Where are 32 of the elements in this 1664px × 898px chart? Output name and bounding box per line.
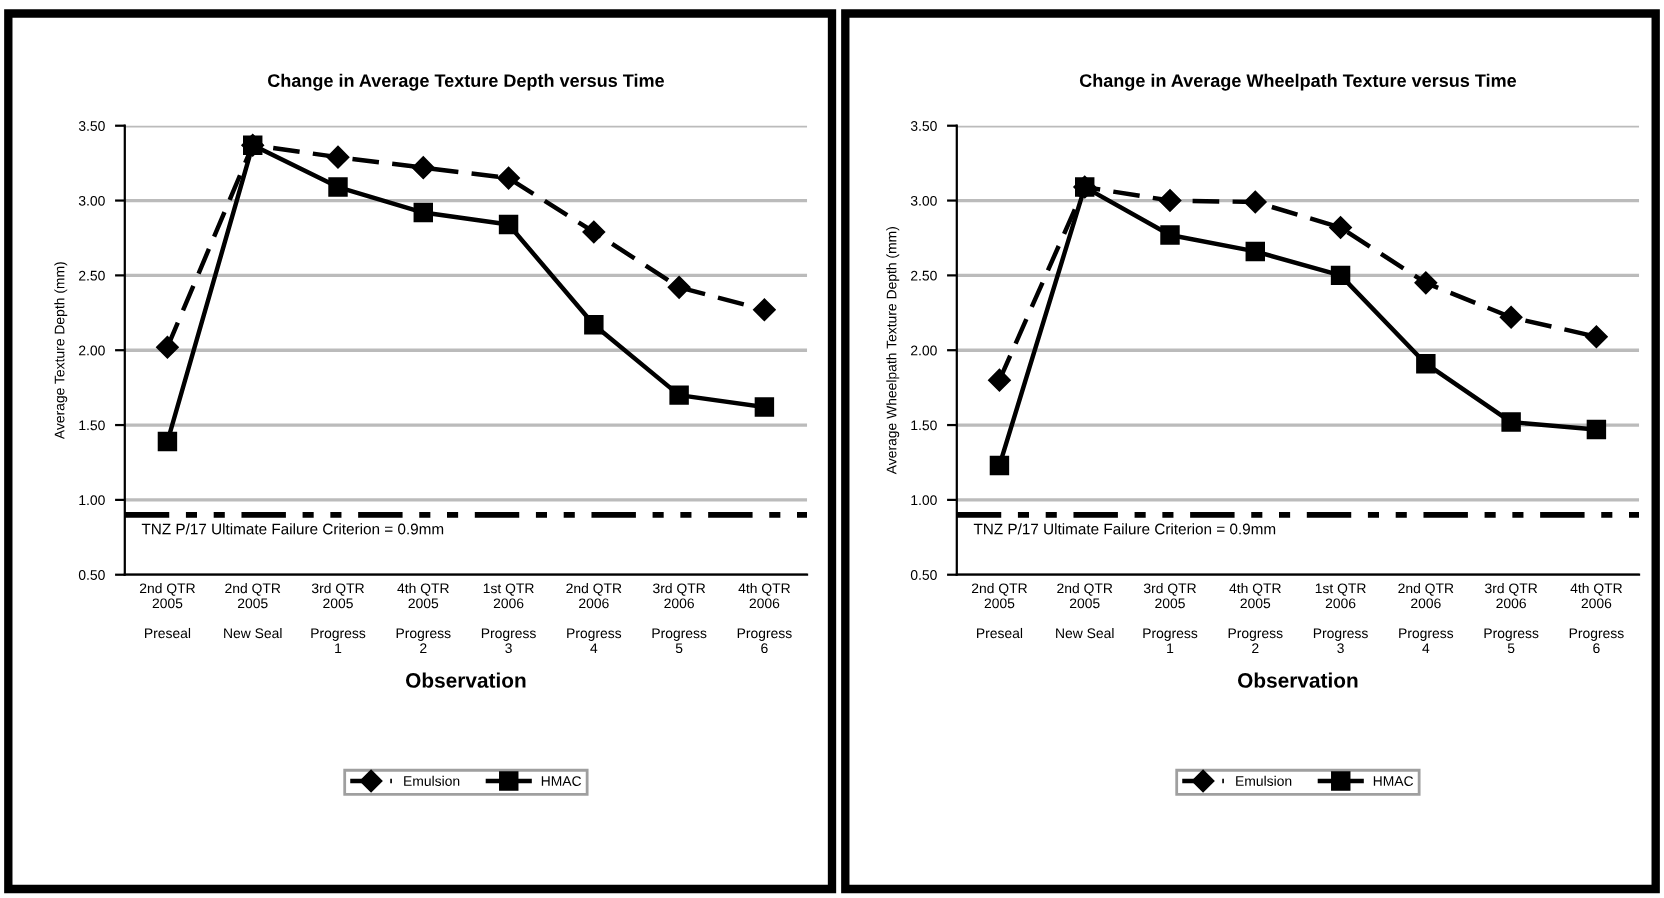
point — [669, 385, 689, 405]
point — [1499, 306, 1523, 329]
point — [413, 202, 433, 223]
point — [753, 298, 776, 322]
point — [1586, 419, 1607, 440]
point — [1414, 271, 1438, 295]
point — [1416, 353, 1436, 374]
point — [412, 156, 435, 179]
point — [582, 220, 606, 244]
point — [988, 368, 1011, 392]
point — [1244, 190, 1267, 214]
point — [1245, 241, 1265, 262]
point — [1501, 412, 1521, 432]
point — [989, 455, 1010, 476]
point — [1158, 189, 1182, 212]
point — [157, 431, 178, 452]
point — [1330, 265, 1351, 286]
chart-title: Change in Average Texture Depth versus Time — [268, 73, 664, 91]
point — [1160, 225, 1180, 245]
x-axis-title: Observation — [1238, 672, 1358, 688]
x-axis-title: Observation — [406, 672, 526, 688]
point — [326, 145, 350, 169]
point — [497, 166, 520, 190]
point — [754, 397, 775, 417]
point — [667, 276, 691, 299]
point — [498, 214, 519, 235]
point — [156, 336, 179, 359]
chart-title: Change in Average Wheelpath Texture versus Time — [1079, 73, 1517, 91]
point — [328, 177, 348, 197]
point — [1585, 325, 1608, 348]
point — [584, 315, 604, 335]
point — [1329, 216, 1352, 239]
